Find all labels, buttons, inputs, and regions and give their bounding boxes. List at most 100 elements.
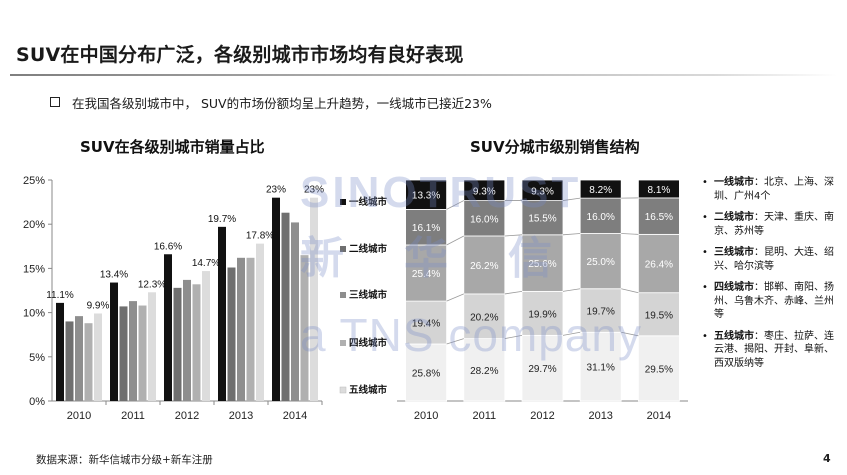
segment-label: 25.0% (587, 257, 615, 268)
segment-label: 19.5% (645, 310, 673, 321)
data-label: 11.1% (46, 290, 74, 301)
note-item: 一线城市：北京、上海、深圳、广州4个 (700, 176, 840, 203)
bar (237, 257, 245, 401)
square-bullet-icon (50, 97, 60, 107)
legend-label: 二线城市 (349, 243, 388, 255)
page-number: 4 (823, 452, 831, 465)
bar (183, 279, 191, 401)
data-label: 19.7% (208, 214, 236, 225)
legend-swatch (340, 199, 346, 205)
x-tick-label: 2011 (472, 410, 496, 422)
connector-line (562, 331, 581, 336)
note-level: 四线城市 (714, 282, 754, 293)
segment-label: 16.0% (587, 212, 615, 223)
bar (84, 323, 93, 401)
x-tick-label: 2010 (414, 410, 438, 422)
segment-label: 9.3% (473, 186, 496, 197)
bar (65, 321, 74, 401)
connector-line (621, 288, 639, 294)
bar (129, 301, 137, 401)
page-title: SUV在中国分布广泛，各级别城市市场均有良好表现 (16, 44, 464, 66)
segment-label: 20.2% (470, 312, 498, 323)
bar (148, 292, 156, 401)
legend-label: 一线城市 (349, 196, 388, 208)
city-tier-notes: 一线城市：北京、上海、深圳、广州4个 二线城市：天津、重庆、南京、苏州等 三线城… (700, 176, 840, 378)
title-divider (10, 74, 837, 76)
connector-line (446, 338, 464, 345)
connector-line (446, 235, 464, 246)
note-text: ：枣庄、拉萨、连云港、揭阳、开封、阜新、西双版纳等 (714, 330, 834, 369)
stacked-segment (579, 288, 622, 333)
data-label: 12.3% (138, 279, 166, 290)
segment-label: 15.5% (528, 214, 556, 225)
bar (300, 255, 309, 401)
legend-swatch (340, 246, 346, 252)
bar (310, 197, 318, 401)
segment-label: 25.4% (412, 269, 440, 280)
data-label: 17.8% (246, 231, 274, 242)
bar (218, 226, 226, 401)
left-bar-chart: 0% 5% 10% 15% 20% 25% 2010 2011 2012 2013 2014 11.1… (23, 175, 388, 422)
stacked-segment (579, 179, 622, 199)
note-item: 二线城市：天津、重庆、南京、苏州等 (700, 211, 840, 238)
note-level: 一线城市 (714, 177, 754, 188)
data-label: 13.4% (100, 270, 128, 281)
segment-label: 29.5% (645, 364, 673, 375)
bar (246, 257, 255, 401)
connector-line (562, 288, 581, 292)
data-source: 数据来源：新华信城市分级+新车注册 (36, 454, 213, 466)
segment-label: 9.3% (531, 186, 554, 197)
stacked-segment (579, 331, 622, 402)
x-tick-label: 2012 (530, 410, 554, 422)
bar (138, 305, 147, 401)
legend-label: 四线城市 (349, 337, 388, 349)
bar (164, 254, 172, 401)
note-item: 四线城市：邯郸、南阳、扬州、乌鲁木齐、赤峰、兰州等 (700, 281, 840, 322)
x-tick-label: 2014 (647, 410, 671, 422)
data-label: 23% (304, 185, 324, 196)
data-label: 16.6% (154, 241, 182, 252)
connector-line (504, 334, 523, 340)
segment-label: 8.2% (589, 185, 612, 196)
segment-label: 29.7% (528, 364, 556, 375)
stacked-segment (579, 233, 622, 290)
stacked-segment (638, 233, 680, 294)
segment-label: 26.4% (645, 260, 673, 271)
x-tick-label: 2013 (229, 410, 253, 422)
connector-line (621, 233, 639, 235)
bar (173, 287, 182, 401)
segment-label: 25.6% (528, 259, 556, 270)
segment-label: 16.5% (645, 212, 673, 223)
right-chart-title: SUV分城市级别销售结构 (470, 138, 640, 156)
legend-label: 五线城市 (349, 384, 388, 396)
stacked-segment (521, 234, 564, 292)
segment-label: 8.1% (648, 185, 671, 196)
note-text: ：昆明、大连、绍兴、哈尔滨等 (714, 247, 834, 272)
connector-line (621, 331, 639, 337)
bar (110, 282, 118, 401)
note-level: 三线城市 (714, 247, 754, 258)
stacked-segment (463, 293, 506, 340)
connector-line (446, 293, 464, 302)
data-label: 23% (266, 185, 286, 196)
bar (94, 313, 102, 401)
y-tick-label: 5% (29, 352, 45, 364)
stacked-segment (521, 200, 564, 236)
note-text: ：北京、上海、深圳、广州4个 (714, 177, 834, 202)
bar (291, 222, 299, 401)
bar (56, 302, 64, 401)
stacked-segment (638, 335, 680, 402)
note-item: 五线城市：枣庄、拉萨、连云港、揭阳、开封、阜新、西双版纳等 (700, 330, 840, 371)
stacked-segment (405, 179, 448, 210)
bar (202, 271, 210, 401)
note-item: 三线城市：昆明、大连、绍兴、哈尔滨等 (700, 246, 840, 273)
y-tick-label: 0% (29, 396, 45, 408)
stacked-segment (521, 334, 564, 402)
x-tick-label: 2011 (121, 410, 145, 422)
connector-line (446, 200, 464, 210)
segment-label: 19.4% (412, 319, 440, 330)
x-tick-label: 2010 (67, 410, 91, 422)
note-text: ：天津、重庆、南京、苏州等 (714, 212, 834, 237)
segment-label: 25.8% (412, 368, 440, 379)
